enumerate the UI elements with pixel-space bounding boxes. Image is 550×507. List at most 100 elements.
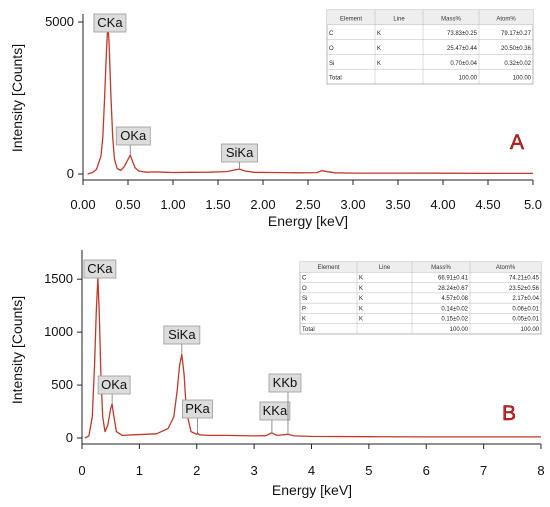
x-tick-label: 0: [78, 463, 85, 478]
y-tick-label: 5000: [45, 14, 74, 29]
y-tick-label: 0: [66, 430, 73, 445]
peak-label: PKa: [185, 401, 210, 416]
x-axis-title: Energy [keV]: [268, 213, 348, 229]
table-header-bg: [300, 262, 541, 273]
table-cell: K: [359, 275, 363, 281]
table-cell: K: [359, 306, 363, 312]
table-cell: O: [329, 46, 334, 52]
x-tick-label: 0.50: [115, 197, 140, 212]
x-tick-label: 3: [251, 463, 258, 478]
table-cell: K: [377, 46, 381, 52]
peak-label: SiKa: [226, 145, 254, 160]
table-cell: 20.50±0.36: [501, 46, 532, 52]
x-axis-title: Energy [keV]: [272, 482, 352, 498]
x-tick-label: 1.50: [205, 197, 230, 212]
quantification-table: Element Line Mass% Atom% C K 66.91±0.41 74.21±0…: [299, 261, 542, 335]
table-cell: 2.17±0.04: [512, 296, 539, 302]
table-cell: Total: [302, 327, 315, 333]
table-cell: 0.05±0.01: [512, 317, 539, 323]
panel-letter: A: [510, 131, 524, 154]
table-cell: K: [359, 296, 363, 302]
y-tick-label: 1000: [44, 324, 73, 339]
y-tick-label: 1500: [44, 271, 73, 286]
peak-tag-box: [97, 375, 131, 395]
table-header-cell: Atom%: [496, 265, 516, 271]
peak-tag-box: [182, 399, 213, 419]
x-tick-label: 1.00: [160, 197, 185, 212]
table-cell: Si: [329, 61, 334, 67]
peak-tag-box: [163, 325, 201, 345]
table-header-bg: [327, 10, 533, 25]
table-cell: 66.91±0.41: [438, 275, 469, 281]
panel-letter: B: [502, 402, 516, 425]
table-cell: Si: [302, 296, 307, 302]
table-cell: 25.47±0.44: [447, 46, 478, 52]
peak-label: SiKa: [168, 327, 196, 342]
table-header-cell: Line: [379, 265, 391, 271]
peak-tag-box: [93, 13, 127, 33]
peak-tag-box: [259, 401, 291, 421]
table-header-cell: Mass%: [431, 265, 451, 271]
table-cell: K: [359, 317, 363, 323]
peak-tag-box: [221, 143, 259, 163]
x-tick-label: 6: [423, 463, 430, 478]
y-axis-title: Intensity [Counts]: [9, 44, 25, 152]
y-axis-title: Intensity [Counts]: [9, 296, 25, 404]
spectrum-line: [87, 22, 533, 175]
peak-tag-box: [83, 259, 117, 279]
peak-label: KKb: [273, 375, 298, 390]
peak-label: KKa: [263, 403, 288, 418]
table-cell: 0.14±0.02: [441, 306, 468, 312]
x-tick-label: 8: [537, 463, 544, 478]
x-tick-label: 5: [365, 463, 372, 478]
table-cell: C: [329, 31, 334, 37]
table-cell: 28.24±0.67: [438, 286, 469, 292]
table-cell: 0.32±0.02: [504, 61, 531, 67]
peak-label: OKa: [101, 377, 128, 392]
x-tick-label: 7: [480, 463, 487, 478]
table-cell: K: [377, 61, 381, 67]
peak-label: CKa: [87, 261, 113, 276]
table-cell: P: [302, 306, 306, 312]
table-frame: [299, 261, 542, 335]
table-cell: 79.17±0.27: [501, 31, 532, 37]
table-cell: 0.06±0.01: [512, 306, 539, 312]
spectrum-line: [84, 277, 541, 439]
table-cell: 0.15±0.02: [441, 317, 468, 323]
table-header-cell: Mass%: [441, 16, 461, 22]
table-cell: 100.00: [450, 327, 469, 333]
peak-label: CKa: [97, 15, 123, 30]
x-tick-label: 4: [308, 463, 315, 478]
table-header-cell: Line: [393, 16, 405, 22]
table-cell: O: [302, 286, 307, 292]
x-tick-label: 1: [136, 463, 143, 478]
x-tick-label: 5.0: [524, 197, 542, 212]
y-tick-label: 0: [67, 166, 74, 181]
x-tick-label: 3.50: [385, 197, 410, 212]
spectrum-panel-b: 0 500 1000 1500 0 1 2 3 4 5 6 7 8 Energy [keV] Intensi…: [9, 250, 545, 498]
table-cell: K: [359, 286, 363, 292]
table-cell: K: [377, 31, 381, 37]
peak-tag-box: [268, 373, 302, 393]
table-header-cell: Element: [340, 16, 362, 22]
table-header-cell: Atom%: [496, 16, 516, 22]
x-tick-label: 2.00: [250, 197, 275, 212]
quantification-table: Element Line Mass% Atom% C K 73.83±0.25 79.17±0…: [326, 9, 534, 85]
peak-tag-box: [115, 126, 151, 146]
table-cell: C: [302, 275, 307, 281]
x-tick-label: 0.00: [70, 197, 95, 212]
table-cell: 23.52±0.56: [509, 286, 540, 292]
table-cell: 4.57±0.08: [441, 296, 468, 302]
table-cell: 100.00: [521, 327, 540, 333]
x-tick-label: 4.00: [430, 197, 455, 212]
table-cell: 100.00: [459, 76, 478, 82]
y-tick-label: 500: [51, 377, 73, 392]
table-cell: Total: [329, 76, 342, 82]
table-cell: 74.21±0.45: [509, 275, 540, 281]
table-cell: 0.70±0.04: [450, 61, 477, 67]
spectrum-panel-a: 0 5000 0.00 0.50 1.00 1.50 2.00 2.50 3.00 3.50 4.0…: [9, 9, 542, 229]
x-tick-label: 3.00: [340, 197, 365, 212]
peak-label: OKa: [120, 128, 147, 143]
x-tick-label: 4.50: [475, 197, 500, 212]
